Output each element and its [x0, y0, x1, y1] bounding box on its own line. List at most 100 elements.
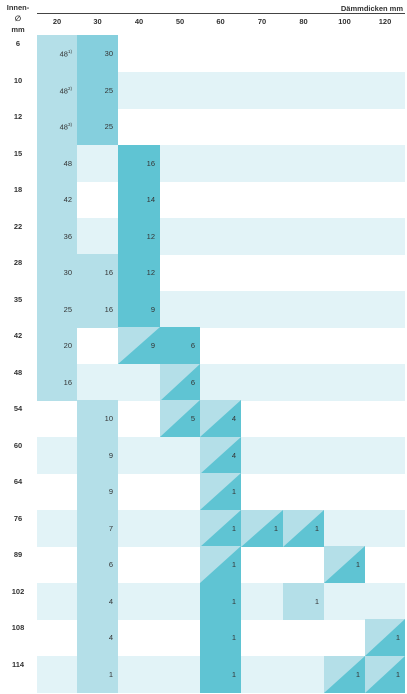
split-triangle-shape — [365, 655, 405, 693]
cell-value: 1 — [314, 523, 319, 533]
table-cell: 1 — [200, 509, 241, 547]
split-triangle — [324, 655, 365, 693]
diameter-22: 22 — [13, 221, 23, 231]
cell-value: 4 — [231, 414, 236, 423]
table-cell: 1 — [365, 619, 405, 656]
diameter-42: 42 — [13, 331, 23, 340]
cell-value: 1 — [355, 560, 360, 569]
table-cell: 1 — [241, 509, 283, 547]
cell-value: 483) — [59, 122, 72, 132]
split-triangle-shape — [200, 400, 241, 437]
split-triangle — [324, 546, 365, 583]
cell-value: 6 — [108, 560, 113, 569]
table-cell: 7 — [77, 509, 118, 547]
cell-value: 1 — [355, 669, 360, 679]
thickness-unit-label: Dämmdicken mm — [340, 4, 403, 13]
thickness-header-70: 70 — [257, 17, 267, 26]
split-triangle-shape — [118, 327, 160, 364]
cell-value: 7 — [108, 523, 113, 533]
diameter-6: 6 — [15, 39, 21, 48]
table-cell: 25 — [77, 71, 118, 109]
split-triangle — [160, 400, 200, 437]
table-cell: 1 — [324, 546, 365, 583]
row-band — [37, 363, 405, 401]
split-triangle — [241, 509, 283, 547]
cell-value: 1 — [108, 669, 113, 679]
cell-value: 1 — [273, 523, 278, 533]
table-cell: 12 — [118, 217, 160, 255]
split-triangle-shape — [365, 619, 405, 656]
diameter-48: 48 — [13, 367, 23, 377]
table-cell: 42 — [37, 181, 77, 218]
table-cell: 16 — [118, 144, 160, 182]
split-triangle — [200, 400, 241, 437]
cell-value: 25 — [104, 85, 113, 95]
thickness-header-30: 30 — [93, 17, 102, 26]
table-cell: 1 — [200, 546, 241, 583]
split-triangle-shape — [324, 655, 365, 693]
table-cell: 9 — [118, 290, 160, 328]
split-triangle-shape — [200, 546, 241, 583]
cell-value: 1 — [231, 523, 236, 533]
split-triangle — [160, 363, 200, 401]
thickness-header-60: 60 — [216, 17, 225, 26]
table-cell: 10 — [77, 400, 118, 437]
cell-value: 1 — [395, 633, 400, 642]
cell-value: 4 — [231, 450, 236, 460]
split-triangle-shape — [241, 509, 283, 547]
cell-value: 6 — [190, 377, 195, 387]
table-cell: 6 — [160, 363, 200, 401]
table-cell: 483) — [37, 108, 77, 145]
thickness-header-20: 20 — [52, 17, 62, 26]
split-triangle — [283, 509, 324, 547]
split-triangle — [200, 436, 241, 474]
cell-value: 12 — [146, 231, 155, 241]
table-cell: 1 — [200, 473, 241, 510]
table-cell: 36 — [37, 217, 77, 255]
diameter-108: 108 — [11, 623, 25, 632]
diameter-76: 76 — [13, 513, 23, 523]
cell-value: 9 — [150, 341, 155, 350]
table-cell: 12 — [118, 254, 160, 291]
diameter-header-line-3: mm — [11, 25, 25, 34]
cell-value: 30 — [63, 268, 72, 277]
diameter-28: 28 — [13, 258, 23, 267]
split-triangle-shape — [283, 509, 324, 547]
cell-value: 42 — [63, 195, 72, 204]
table-cell: 6 — [77, 546, 118, 583]
row-band — [37, 217, 405, 255]
split-triangle-shape — [160, 363, 200, 401]
table-cell: 16 — [77, 254, 118, 291]
cell-value: 1 — [231, 596, 236, 606]
table-cell: 1 — [200, 582, 241, 620]
thickness-header-120: 120 — [378, 17, 392, 26]
footnote-marker: 3) — [67, 122, 72, 127]
table-cell: 9 — [118, 327, 160, 364]
table-cell: 16 — [77, 290, 118, 328]
table-cell: 5 — [160, 400, 200, 437]
diameter-60: 60 — [13, 440, 23, 450]
table-cell: 1 — [200, 655, 241, 693]
diameter-header-line-1: Innen- — [6, 3, 30, 12]
cell-value: 1 — [231, 560, 236, 569]
cell-value: 6 — [190, 341, 195, 350]
table-cell: 16 — [37, 363, 77, 401]
diameter-35: 35 — [13, 294, 23, 304]
cell-value: 4 — [108, 596, 113, 606]
thickness-header-50: 50 — [175, 17, 185, 26]
table-cell: 14 — [118, 181, 160, 218]
cell-value: 1 — [231, 487, 236, 496]
cell-value: 16 — [104, 268, 113, 277]
split-triangle — [200, 473, 241, 510]
cell-value: 16 — [146, 158, 155, 168]
thickness-header-40: 40 — [134, 17, 144, 26]
cell-value: 25 — [63, 304, 72, 314]
table-cell: 20 — [37, 327, 77, 364]
table-cell: 25 — [77, 108, 118, 145]
table-cell: 1 — [283, 582, 324, 620]
cell-value: 12 — [146, 268, 155, 277]
split-triangle — [365, 655, 405, 693]
split-triangle-shape — [160, 400, 200, 437]
split-triangle — [200, 546, 241, 583]
